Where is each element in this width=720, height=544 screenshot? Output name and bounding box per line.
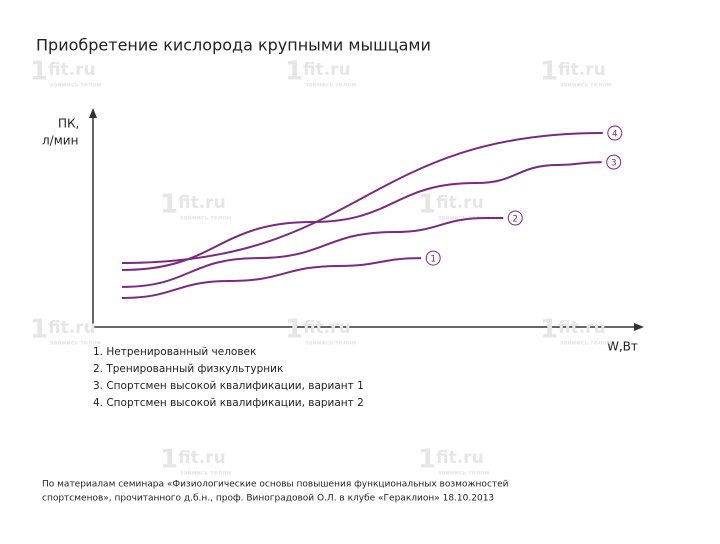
x-axis-label: W,Вт: [607, 340, 638, 354]
watermark-text: fit.ru: [436, 448, 484, 468]
watermark-tagline: займись телом: [50, 82, 101, 89]
watermark-text: fit.ru: [48, 318, 96, 338]
watermark-tagline: займись телом: [438, 470, 489, 477]
watermark-tagline: займись телом: [438, 215, 489, 222]
legend-item: 2. Тренированный физкультурник: [93, 363, 283, 375]
y-axis-label: л/мин: [42, 134, 78, 148]
line: [121, 217, 504, 288]
watermark-tagline: займись телом: [560, 82, 611, 89]
chart-title: Приобретение кислорода крупными мышцами: [36, 36, 431, 55]
watermark-logo: 1: [418, 445, 436, 475]
series-label-circle: [606, 154, 622, 170]
watermark-text: fit.ru: [303, 318, 351, 338]
watermark-logo: 1: [160, 190, 178, 220]
watermark-text: fit.ru: [558, 318, 606, 338]
watermark-tagline: займись телом: [50, 340, 101, 347]
legend-item: 4. Спортсмен высокой квалификации, вариа…: [93, 397, 364, 409]
watermark-tagline: займись телом: [180, 215, 231, 222]
watermark-logo: 1: [285, 315, 303, 345]
source-note: По материалам семинара «Физиологические …: [42, 480, 509, 490]
series-label: 3: [611, 159, 617, 169]
watermark-logo: 1: [30, 315, 48, 345]
x-axis-arrow: [634, 323, 644, 331]
watermark-text: fit.ru: [558, 60, 606, 80]
watermark-tagline: займись телом: [560, 340, 611, 347]
watermark-tagline: займись телом: [305, 340, 356, 347]
source-note: спортсменов», прочитанного д.б.н., проф.…: [42, 494, 494, 504]
watermark-logo: 1: [30, 57, 48, 87]
watermark-text: fit.ru: [303, 60, 351, 80]
watermark-text: fit.ru: [178, 448, 226, 468]
watermark-logo: 1: [540, 315, 558, 345]
line: [121, 161, 602, 271]
watermark-logo: 1: [418, 190, 436, 220]
line: [121, 257, 422, 299]
series-label-circle: [607, 125, 623, 141]
watermark-logo: 1: [160, 445, 178, 475]
y-axis-label: ПК,: [58, 117, 79, 131]
series-label: 4: [612, 130, 618, 140]
series-label: 2: [512, 215, 518, 225]
watermark-tagline: займись телом: [305, 82, 356, 89]
watermark-text: fit.ru: [48, 60, 96, 80]
watermark-tagline: займись телом: [180, 470, 231, 477]
line: [121, 132, 603, 264]
watermark-text: fit.ru: [178, 193, 226, 213]
watermark-logo: 1: [285, 57, 303, 87]
legend-item: 3. Спортсмен высокой квалификации, вариа…: [93, 380, 364, 392]
series-label-circle: [507, 210, 523, 226]
watermark-text: fit.ru: [436, 193, 484, 213]
series-label-circle: [425, 250, 441, 266]
y-axis-arrow: [89, 108, 97, 118]
series-label: 1: [430, 255, 436, 265]
legend-item: 1. Нетренированный человек: [93, 346, 256, 358]
watermark-logo: 1: [540, 57, 558, 87]
